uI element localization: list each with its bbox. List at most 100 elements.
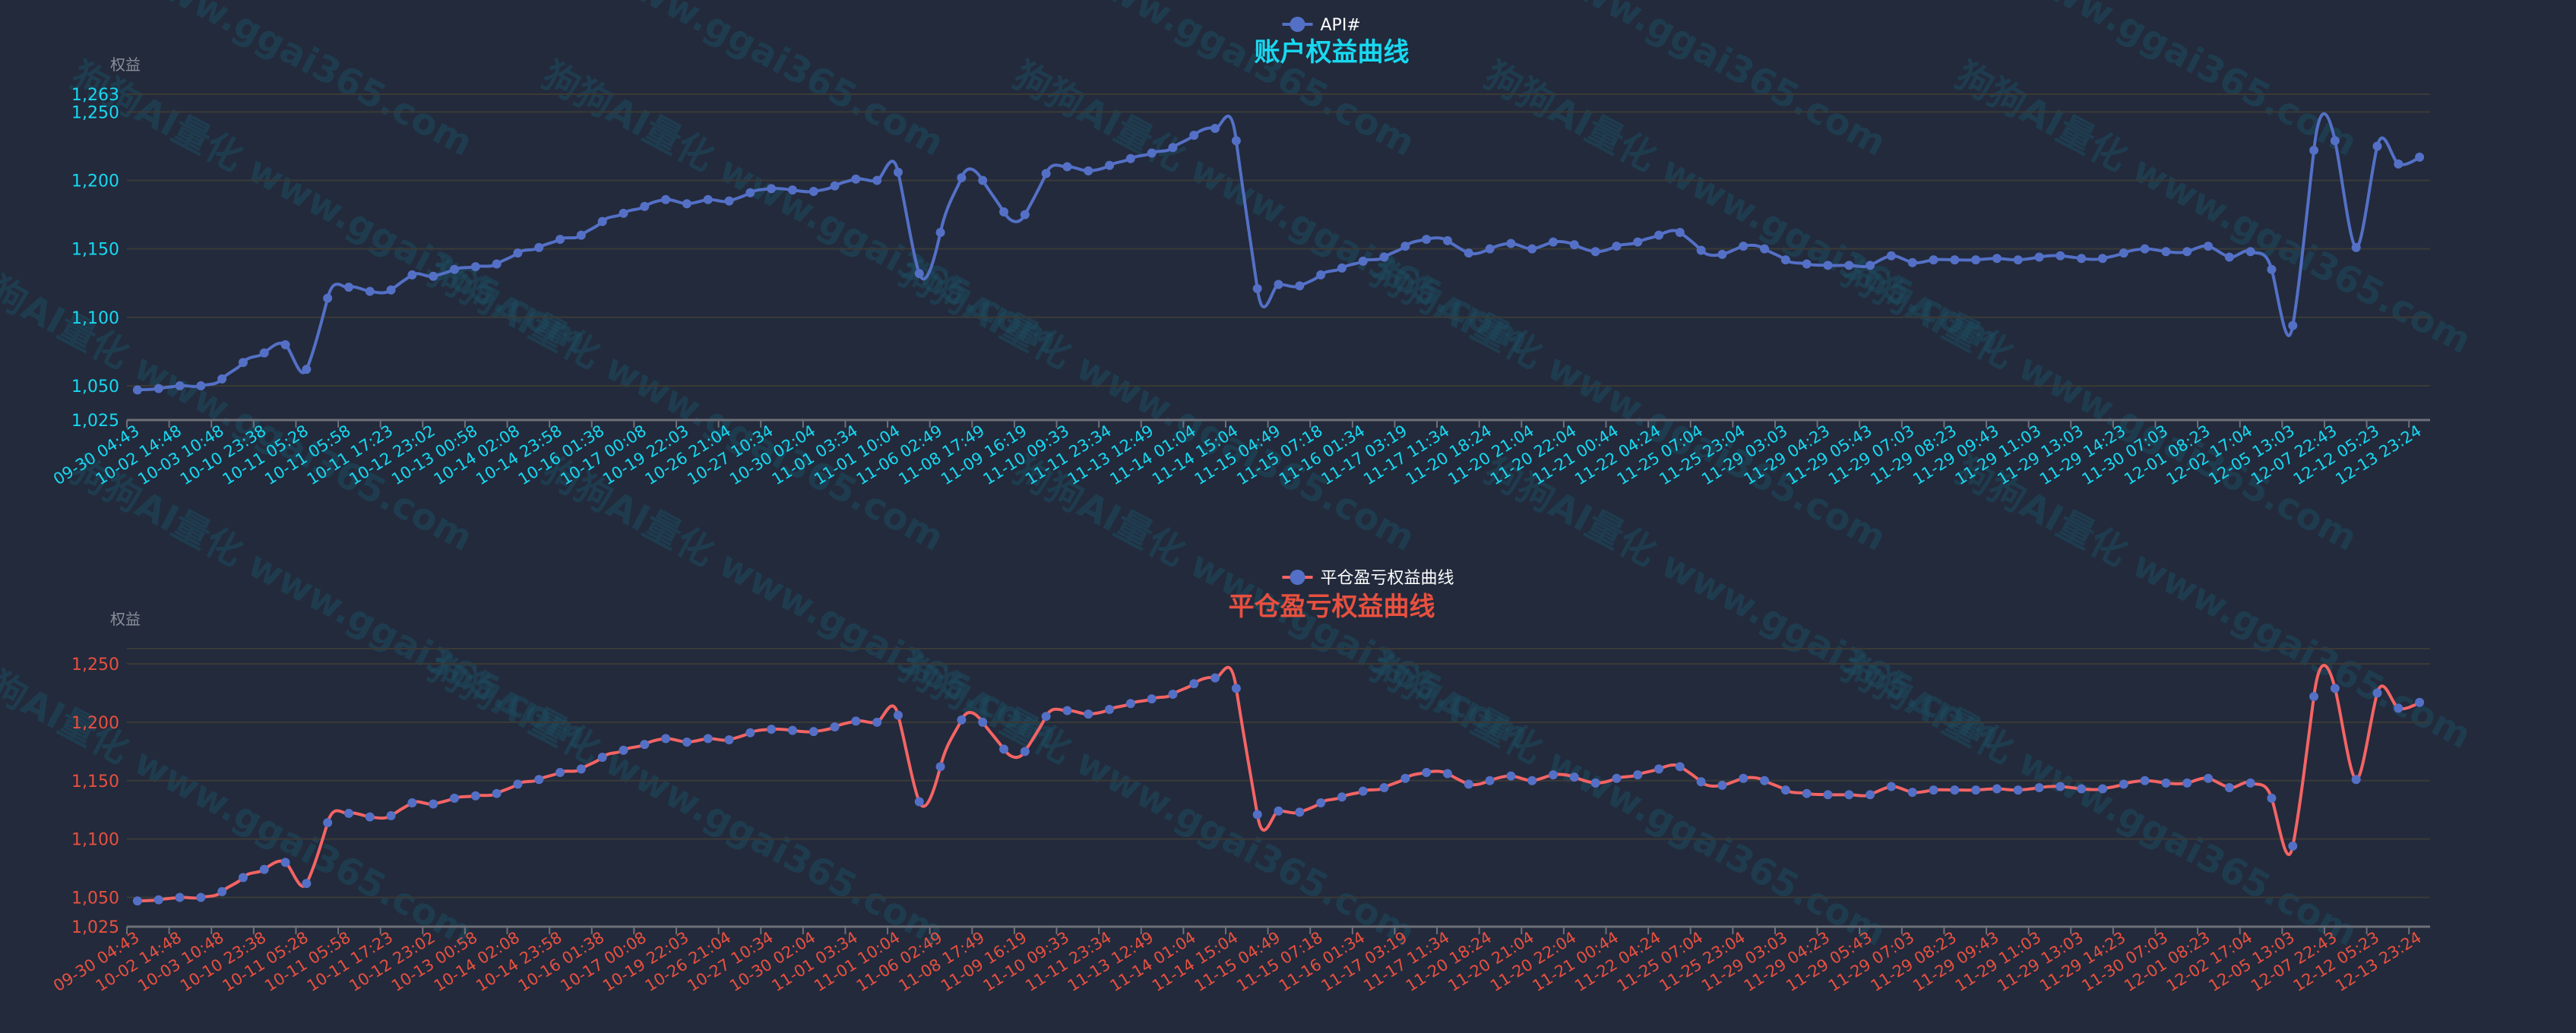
data-point: [597, 216, 607, 226]
data-point: [1485, 776, 1495, 785]
data-point: [1168, 143, 1178, 153]
data-point: [1527, 776, 1537, 785]
data-point: [2394, 703, 2404, 713]
data-point: [1252, 283, 1262, 293]
data-point: [1802, 788, 1812, 798]
data-point: [1442, 769, 1452, 779]
data-point: [429, 271, 438, 281]
data-point: [978, 717, 988, 727]
data-point: [238, 358, 248, 368]
y-tick-label: 1,100: [71, 309, 119, 328]
data-point: [1020, 747, 1030, 757]
data-point: [2119, 248, 2128, 258]
data-point: [1379, 252, 1389, 262]
data-point: [492, 788, 502, 798]
data-point: [1020, 210, 1030, 220]
data-point: [196, 381, 206, 390]
data-point: [935, 762, 945, 772]
data-point: [1337, 792, 1347, 802]
data-point: [450, 793, 460, 803]
data-point: [2267, 793, 2277, 803]
data-point: [1886, 251, 1896, 261]
data-point: [2034, 252, 2044, 262]
data-point: [407, 798, 417, 807]
data-point: [1400, 773, 1410, 783]
legend-label: 平仓盈亏权益曲线: [1321, 569, 1454, 588]
data-point: [767, 184, 777, 194]
data-point: [302, 879, 312, 889]
data-point: [809, 186, 818, 196]
data-point: [1295, 807, 1305, 817]
data-point: [1971, 255, 1981, 265]
data-point: [1675, 228, 1685, 238]
data-point: [2351, 242, 2361, 252]
data-point: [343, 283, 353, 292]
data-point: [513, 248, 523, 258]
data-point: [1760, 776, 1770, 785]
data-point: [1929, 255, 1938, 265]
data-point: [407, 270, 417, 280]
data-point: [1295, 281, 1305, 291]
data-point: [893, 167, 903, 177]
data-point: [1527, 244, 1537, 254]
data-point: [1337, 263, 1347, 273]
data-point: [1929, 785, 1938, 795]
data-point: [1907, 788, 1917, 798]
data-point: [1062, 706, 1072, 716]
data-point: [1442, 235, 1452, 245]
data-point: [1274, 280, 1283, 289]
data-point: [1760, 244, 1770, 254]
data-point: [640, 740, 650, 750]
data-point: [1971, 785, 1981, 795]
data-point: [2161, 247, 2171, 257]
data-point: [2415, 697, 2425, 707]
data-point: [534, 775, 544, 785]
legend-label: API#: [1321, 16, 1361, 35]
data-point: [1485, 244, 1495, 254]
data-point: [1379, 783, 1389, 792]
data-point: [2034, 783, 2044, 792]
data-point: [2309, 145, 2319, 155]
data-point: [2394, 159, 2404, 169]
data-point: [1316, 798, 1326, 807]
data-point: [935, 228, 945, 238]
data-point: [1464, 248, 1473, 258]
data-point: [196, 892, 206, 902]
data-point: [1950, 785, 1960, 795]
data-point: [1084, 166, 1093, 175]
y-tick-label: 1,150: [71, 772, 119, 791]
data-point: [2245, 247, 2255, 257]
data-point: [323, 818, 333, 828]
data-point: [2097, 254, 2107, 264]
data-point: [1506, 239, 1516, 248]
data-point: [2330, 136, 2340, 146]
data-point: [302, 365, 312, 374]
data-point: [640, 201, 650, 211]
data-point: [1189, 131, 1199, 141]
data-point: [1041, 169, 1051, 178]
data-point: [1422, 235, 1432, 245]
data-point: [1675, 762, 1685, 772]
data-point: [2077, 254, 2087, 264]
data-point: [2204, 242, 2214, 251]
data-point: [787, 185, 797, 195]
data-point: [1612, 773, 1622, 783]
data-point: [872, 175, 882, 185]
data-point: [978, 175, 988, 185]
data-point: [2140, 776, 2150, 785]
data-point: [703, 734, 713, 744]
data-point: [1548, 770, 1558, 780]
data-point: [914, 797, 924, 807]
data-point: [576, 230, 586, 240]
data-point: [175, 381, 185, 390]
data-point: [1041, 712, 1051, 722]
data-point: [386, 810, 396, 820]
data-point: [1844, 261, 1854, 270]
data-point: [2224, 783, 2234, 792]
data-point: [1717, 249, 1727, 259]
data-point: [386, 285, 396, 295]
data-point: [1590, 247, 1600, 257]
data-point: [1696, 777, 1706, 787]
data-point: [153, 384, 163, 393]
